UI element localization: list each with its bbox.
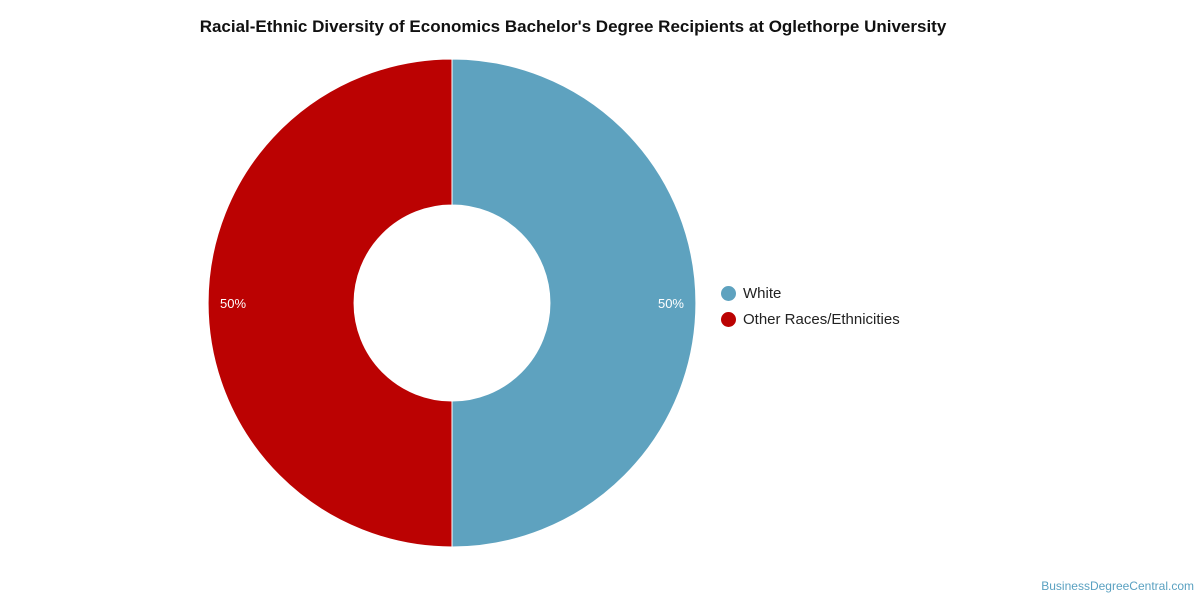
legend-label: Other Races/Ethnicities (743, 310, 900, 328)
legend-item-white[interactable]: White (721, 280, 900, 306)
slice-other-races-ethnicities[interactable] (207, 58, 453, 548)
legend-marker-icon (721, 311, 736, 327)
legend-item-other-races-ethnicities[interactable]: Other Races/Ethnicities (721, 306, 900, 332)
data-label-other-races-ethnicities: 50% (220, 296, 246, 311)
legend-label: White (743, 284, 782, 302)
slice-white[interactable] (451, 58, 697, 548)
data-label-white: 50% (658, 296, 684, 311)
slice-label-group: 50% 50% (220, 296, 684, 311)
source-credit[interactable]: BusinessDegreeCentral.com (1041, 579, 1194, 593)
slice-group (207, 58, 697, 548)
chart-title: Racial-Ethnic Diversity of Economics Bac… (199, 17, 947, 36)
legend: White Other Races/Ethnicities (721, 280, 900, 332)
legend-marker-icon (721, 285, 736, 301)
